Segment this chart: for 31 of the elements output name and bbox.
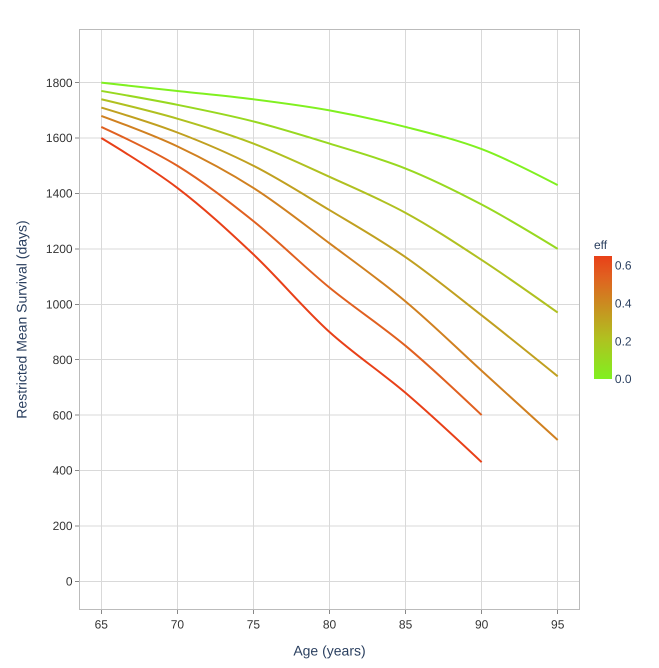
y-tick-label: 1000 [46, 297, 73, 312]
y-axis-title: Restricted Mean Survival (days) [13, 220, 30, 419]
color-bar-label: 0.6 [614, 258, 632, 273]
line-series [100, 114, 559, 442]
line-series [100, 106, 559, 378]
x-tick-label: 85 [398, 617, 413, 632]
y-tick-label: 600 [52, 408, 73, 422]
y-tick-label: 1800 [46, 76, 73, 90]
x-axis-title: Age (years) [293, 642, 366, 659]
color-bar-label: 0.2 [614, 334, 632, 348]
x-tick-label: 90 [474, 617, 489, 632]
color-bar-title: eff [594, 238, 608, 252]
x-tick-label: 70 [170, 617, 184, 632]
y-tick-label: 1200 [46, 242, 73, 256]
line-series [100, 126, 483, 416]
y-tick-label: 1600 [46, 131, 73, 146]
y-tick-label: 0 [66, 574, 73, 588]
line-series [100, 90, 559, 250]
y-tick-label: 800 [52, 352, 73, 367]
line-series [100, 137, 483, 464]
color-bar-label: 0.0 [614, 372, 632, 386]
line-series [100, 98, 559, 314]
x-tick-label: 75 [246, 617, 260, 632]
y-tick-label: 400 [52, 464, 73, 478]
y-tick-label: 1400 [46, 186, 73, 201]
x-tick-label: 65 [94, 617, 108, 632]
color-bar-label: 0.4 [614, 296, 632, 310]
line-series [100, 82, 559, 186]
x-tick-label: 95 [551, 617, 565, 632]
x-tick-label: 80 [322, 617, 336, 632]
y-tick-label: 200 [52, 519, 73, 534]
